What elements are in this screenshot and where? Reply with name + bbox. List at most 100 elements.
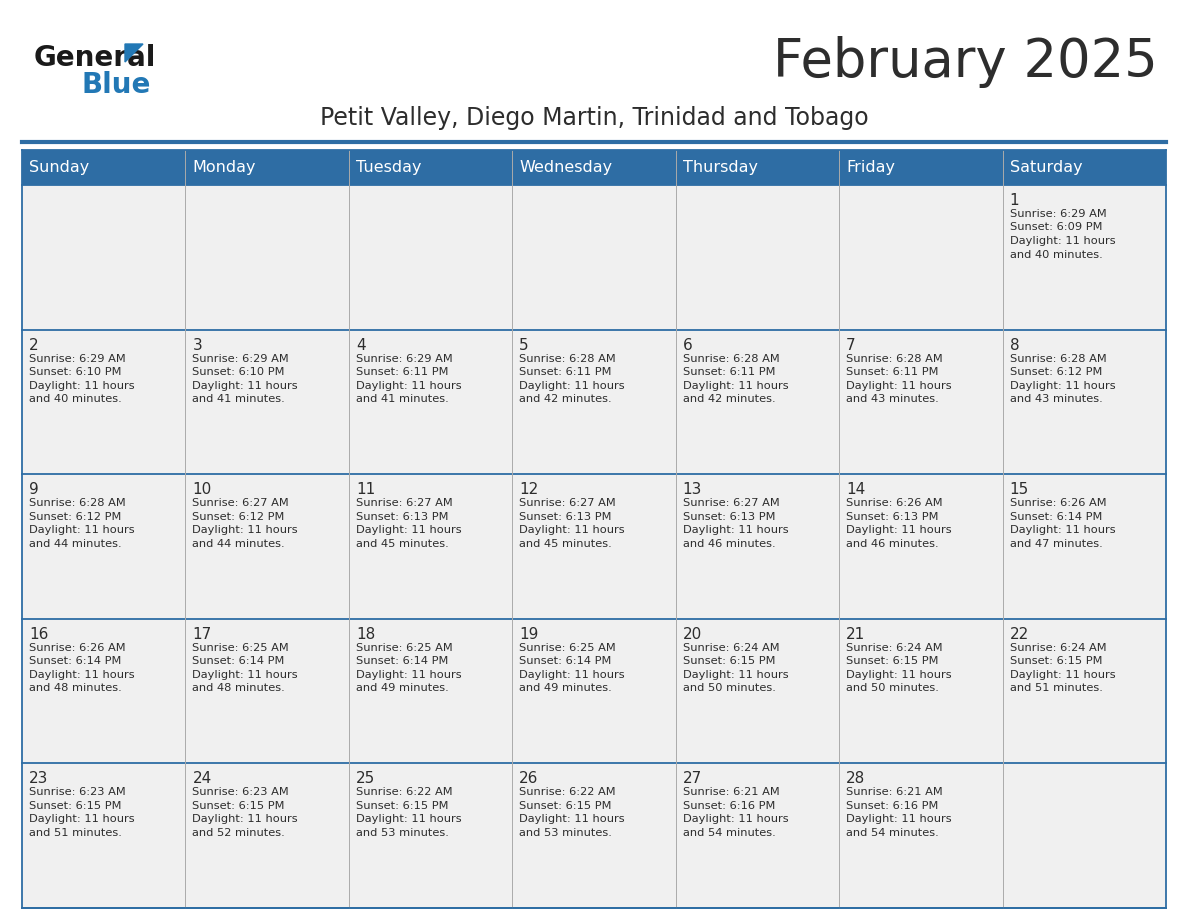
Text: Sunset: 6:14 PM: Sunset: 6:14 PM	[356, 656, 448, 666]
Text: Sunrise: 6:21 AM: Sunrise: 6:21 AM	[683, 788, 779, 798]
Text: Sunrise: 6:28 AM: Sunrise: 6:28 AM	[683, 353, 779, 364]
Bar	[676, 185, 839, 330]
Bar	[512, 619, 676, 764]
Text: February 2025: February 2025	[773, 36, 1158, 88]
Text: 21: 21	[846, 627, 865, 642]
Bar	[676, 475, 839, 619]
Text: Sunrise: 6:24 AM: Sunrise: 6:24 AM	[683, 643, 779, 653]
Text: 16: 16	[29, 627, 49, 642]
Text: and 40 minutes.: and 40 minutes.	[29, 394, 121, 404]
Text: and 48 minutes.: and 48 minutes.	[192, 683, 285, 693]
Text: Daylight: 11 hours: Daylight: 11 hours	[846, 814, 952, 824]
Bar	[349, 619, 512, 764]
Text: 26: 26	[519, 771, 538, 787]
Text: 1: 1	[1010, 193, 1019, 208]
Text: Tuesday: Tuesday	[356, 160, 422, 175]
Bar	[23, 330, 185, 475]
Text: Sunrise: 6:27 AM: Sunrise: 6:27 AM	[683, 498, 779, 509]
Text: Daylight: 11 hours: Daylight: 11 hours	[683, 814, 789, 824]
Text: Daylight: 11 hours: Daylight: 11 hours	[519, 381, 625, 390]
Bar	[839, 619, 1003, 764]
Text: and 53 minutes.: and 53 minutes.	[356, 828, 449, 838]
Text: and 48 minutes.: and 48 minutes.	[29, 683, 121, 693]
Bar	[23, 475, 185, 619]
Text: Daylight: 11 hours: Daylight: 11 hours	[1010, 525, 1116, 535]
Text: Sunrise: 6:22 AM: Sunrise: 6:22 AM	[356, 788, 453, 798]
Text: 27: 27	[683, 771, 702, 787]
Text: Blue: Blue	[82, 71, 151, 99]
Text: Sunset: 6:13 PM: Sunset: 6:13 PM	[519, 511, 612, 521]
Bar	[185, 475, 349, 619]
Polygon shape	[125, 44, 143, 62]
Text: Daylight: 11 hours: Daylight: 11 hours	[1010, 670, 1116, 680]
Text: Daylight: 11 hours: Daylight: 11 hours	[1010, 236, 1116, 246]
Text: and 45 minutes.: and 45 minutes.	[519, 539, 612, 549]
Text: Sunset: 6:11 PM: Sunset: 6:11 PM	[683, 367, 776, 377]
Text: and 50 minutes.: and 50 minutes.	[846, 683, 939, 693]
Text: Sunset: 6:12 PM: Sunset: 6:12 PM	[29, 511, 121, 521]
Text: Sunrise: 6:29 AM: Sunrise: 6:29 AM	[29, 353, 126, 364]
Text: Daylight: 11 hours: Daylight: 11 hours	[192, 814, 298, 824]
Text: Wednesday: Wednesday	[519, 160, 612, 175]
Text: 18: 18	[356, 627, 375, 642]
Text: Sunrise: 6:26 AM: Sunrise: 6:26 AM	[846, 498, 943, 509]
Text: Sunset: 6:11 PM: Sunset: 6:11 PM	[356, 367, 448, 377]
Text: 13: 13	[683, 482, 702, 498]
Text: Daylight: 11 hours: Daylight: 11 hours	[519, 814, 625, 824]
Text: Daylight: 11 hours: Daylight: 11 hours	[192, 381, 298, 390]
Text: Sunrise: 6:27 AM: Sunrise: 6:27 AM	[192, 498, 289, 509]
Text: Sunset: 6:14 PM: Sunset: 6:14 PM	[519, 656, 612, 666]
Text: Sunset: 6:14 PM: Sunset: 6:14 PM	[1010, 511, 1102, 521]
Text: Sunset: 6:10 PM: Sunset: 6:10 PM	[29, 367, 121, 377]
Text: Sunset: 6:14 PM: Sunset: 6:14 PM	[192, 656, 285, 666]
Text: Sunset: 6:11 PM: Sunset: 6:11 PM	[846, 367, 939, 377]
Text: Sunset: 6:12 PM: Sunset: 6:12 PM	[1010, 367, 1102, 377]
Text: Sunset: 6:15 PM: Sunset: 6:15 PM	[356, 800, 448, 811]
Text: Sunrise: 6:25 AM: Sunrise: 6:25 AM	[356, 643, 453, 653]
Text: 7: 7	[846, 338, 855, 353]
Text: 15: 15	[1010, 482, 1029, 498]
Bar	[512, 185, 676, 330]
Text: and 52 minutes.: and 52 minutes.	[192, 828, 285, 838]
Text: Sunset: 6:16 PM: Sunset: 6:16 PM	[683, 800, 775, 811]
Text: and 42 minutes.: and 42 minutes.	[683, 394, 776, 404]
Bar	[839, 330, 1003, 475]
Bar	[512, 475, 676, 619]
Text: Sunset: 6:16 PM: Sunset: 6:16 PM	[846, 800, 939, 811]
Text: Sunrise: 6:29 AM: Sunrise: 6:29 AM	[1010, 209, 1106, 219]
Bar	[676, 764, 839, 908]
Text: Sunset: 6:09 PM: Sunset: 6:09 PM	[1010, 222, 1102, 232]
Text: Sunset: 6:15 PM: Sunset: 6:15 PM	[846, 656, 939, 666]
Text: and 44 minutes.: and 44 minutes.	[29, 539, 121, 549]
Text: and 40 minutes.: and 40 minutes.	[1010, 250, 1102, 260]
Bar	[349, 475, 512, 619]
Text: Daylight: 11 hours: Daylight: 11 hours	[519, 670, 625, 680]
Bar	[512, 764, 676, 908]
Text: Sunrise: 6:26 AM: Sunrise: 6:26 AM	[1010, 498, 1106, 509]
Text: 19: 19	[519, 627, 538, 642]
Text: Sunrise: 6:29 AM: Sunrise: 6:29 AM	[192, 353, 289, 364]
Text: Sunset: 6:15 PM: Sunset: 6:15 PM	[683, 656, 776, 666]
Text: Sunrise: 6:29 AM: Sunrise: 6:29 AM	[356, 353, 453, 364]
Text: and 41 minutes.: and 41 minutes.	[356, 394, 449, 404]
Text: Sunset: 6:14 PM: Sunset: 6:14 PM	[29, 656, 121, 666]
Text: 14: 14	[846, 482, 865, 498]
Text: Sunrise: 6:22 AM: Sunrise: 6:22 AM	[519, 788, 615, 798]
Text: and 41 minutes.: and 41 minutes.	[192, 394, 285, 404]
Text: and 51 minutes.: and 51 minutes.	[1010, 683, 1102, 693]
Text: Daylight: 11 hours: Daylight: 11 hours	[29, 381, 134, 390]
Text: Daylight: 11 hours: Daylight: 11 hours	[192, 525, 298, 535]
Text: Sunrise: 6:24 AM: Sunrise: 6:24 AM	[1010, 643, 1106, 653]
Bar	[839, 475, 1003, 619]
Text: 9: 9	[29, 482, 39, 498]
Bar	[839, 764, 1003, 908]
Text: Sunset: 6:15 PM: Sunset: 6:15 PM	[519, 800, 612, 811]
Text: Sunrise: 6:24 AM: Sunrise: 6:24 AM	[846, 643, 943, 653]
Text: Daylight: 11 hours: Daylight: 11 hours	[846, 670, 952, 680]
Bar	[23, 764, 185, 908]
Text: 11: 11	[356, 482, 375, 498]
Text: Sunrise: 6:25 AM: Sunrise: 6:25 AM	[519, 643, 617, 653]
Text: Sunrise: 6:27 AM: Sunrise: 6:27 AM	[356, 498, 453, 509]
Text: Daylight: 11 hours: Daylight: 11 hours	[683, 381, 789, 390]
Text: Sunrise: 6:28 AM: Sunrise: 6:28 AM	[1010, 353, 1106, 364]
